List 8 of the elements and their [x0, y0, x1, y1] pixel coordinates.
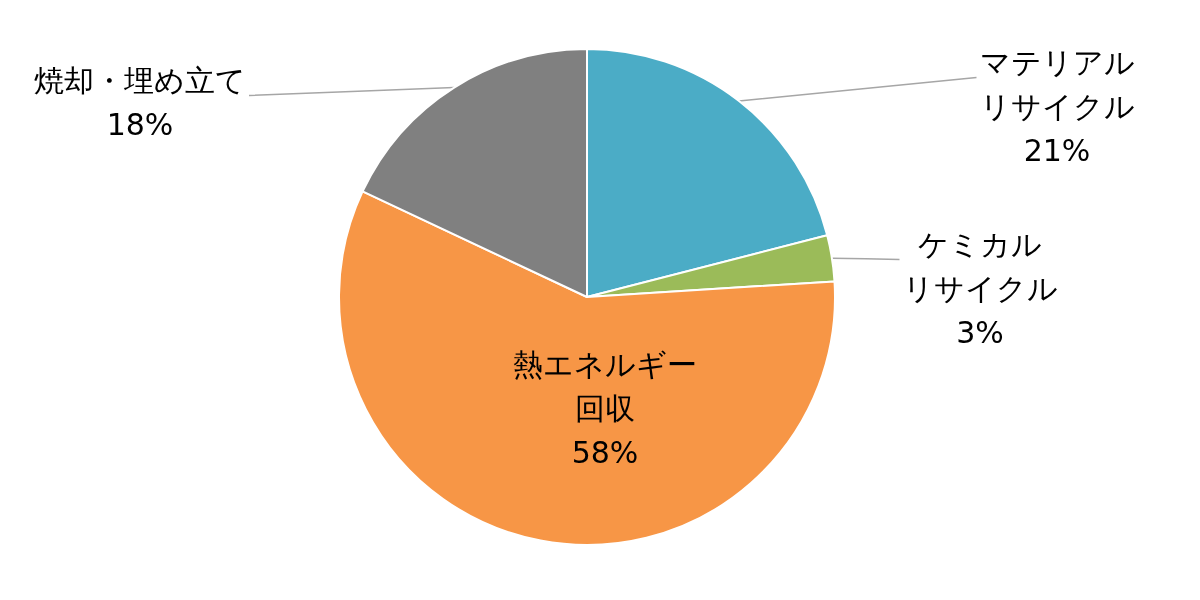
slice-label: ケミカルリサイクル: [902, 226, 1058, 306]
slice-label: マテリアルリサイクル: [979, 44, 1135, 124]
slice-label: 焼却・埋め立て: [34, 62, 246, 98]
data-label: 58%: [571, 434, 639, 470]
slice-label: 熱エネルギー回収: [513, 346, 697, 426]
data-label: 3%: [956, 314, 1004, 350]
data-label: 21%: [1023, 132, 1091, 168]
data-label: 18%: [106, 106, 174, 142]
